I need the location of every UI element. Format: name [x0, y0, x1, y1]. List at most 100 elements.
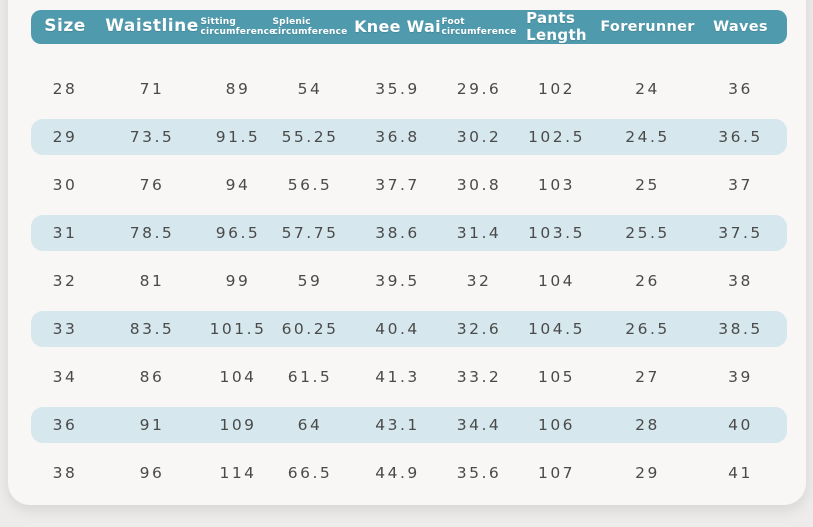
cell-pants-length: 105	[537, 368, 576, 386]
column-header-foot-circumference: Foot circumference	[442, 10, 517, 45]
table-body: 28 71 89 54 35.9 29.6 102 24 36 29 73.5 91.5 55.25 36…	[31, 65, 787, 497]
cell-waistline: 83.5	[129, 320, 175, 338]
table-row: 34 86 104 61.5 41.3 33.2 105 27 39	[31, 353, 787, 401]
cell-waves: 38	[728, 272, 753, 290]
cell-waves: 41	[728, 464, 753, 482]
cell-splenic-circumference: 56.5	[287, 176, 333, 194]
cell-foot-circumference: 32.6	[456, 320, 502, 338]
column-header-waves: Waves	[694, 10, 787, 45]
column-header-label: Forerunner	[600, 18, 695, 35]
cell-foot-circumference: 29.6	[456, 80, 502, 98]
cell-waistline: 73.5	[129, 128, 175, 146]
cell-knee-wai: 39.5	[375, 272, 420, 290]
column-header-label: Sitting circumference	[200, 16, 276, 38]
cell-splenic-circumference: 61.5	[287, 368, 333, 386]
cell-sitting-circumference: 99	[225, 272, 251, 290]
column-header-label: Foot circumference	[441, 16, 517, 38]
cell-foot-circumference: 35.6	[456, 464, 502, 482]
cell-forerunner: 26	[635, 272, 660, 290]
column-header-forerunner: Forerunner	[600, 10, 695, 45]
table-row: 30 76 94 56.5 37.7 30.8 103 25 37	[31, 161, 787, 209]
column-header-label: Waves	[713, 18, 768, 35]
cell-forerunner: 29	[635, 464, 660, 482]
cell-size: 38	[52, 464, 78, 482]
cell-waistline: 71	[139, 80, 165, 98]
column-header-waistline: Waistline	[99, 10, 205, 45]
cell-knee-wai: 38.6	[375, 224, 420, 242]
cell-forerunner: 25.5	[625, 224, 670, 242]
cell-foot-circumference: 32	[466, 272, 492, 290]
cell-sitting-circumference: 104	[219, 368, 257, 386]
cell-waistline: 76	[139, 176, 165, 194]
cell-forerunner: 25	[635, 176, 660, 194]
cell-sitting-circumference: 91.5	[215, 128, 261, 146]
cell-waistline: 78.5	[129, 224, 175, 242]
cell-sitting-circumference: 101.5	[209, 320, 267, 338]
cell-splenic-circumference: 55.25	[281, 128, 339, 146]
cell-knee-wai: 40.4	[375, 320, 420, 338]
table-row: 28 71 89 54 35.9 29.6 102 24 36	[31, 65, 787, 113]
cell-waistline: 91	[139, 416, 165, 434]
cell-pants-length: 107	[537, 464, 576, 482]
cell-forerunner: 27	[635, 368, 660, 386]
column-header-label: Knee Wai	[354, 17, 441, 37]
column-header-knee-wai: Knee Wai	[349, 10, 446, 45]
cell-forerunner: 24	[635, 80, 660, 98]
cell-splenic-circumference: 57.75	[281, 224, 339, 242]
cell-knee-wai: 36.8	[375, 128, 420, 146]
column-header-splenic-circumference: Splenic circumference	[271, 10, 349, 45]
cell-knee-wai: 37.7	[375, 176, 420, 194]
cell-splenic-circumference: 54	[297, 80, 323, 98]
column-header-size: Size	[31, 10, 99, 45]
column-header-label: Pants Length	[526, 9, 587, 45]
cell-knee-wai: 43.1	[375, 416, 420, 434]
cell-sitting-circumference: 94	[225, 176, 251, 194]
cell-pants-length: 103.5	[528, 224, 585, 242]
table-row: 31 78.5 96.5 57.75 38.6 31.4 103.5 25.5 37.5	[31, 215, 787, 251]
cell-size: 31	[52, 224, 78, 242]
cell-forerunner: 28	[635, 416, 660, 434]
table-row: 38 96 114 66.5 44.9 35.6 107 29 41	[31, 449, 787, 497]
size-chart-card: Size Waistline Sitting circumference Spleni…	[8, 0, 806, 505]
cell-foot-circumference: 34.4	[456, 416, 502, 434]
cell-pants-length: 106	[537, 416, 576, 434]
cell-foot-circumference: 33.2	[456, 368, 502, 386]
cell-waistline: 86	[139, 368, 165, 386]
cell-sitting-circumference: 109	[219, 416, 257, 434]
cell-waves: 37	[728, 176, 753, 194]
cell-size: 29	[52, 128, 78, 146]
cell-waistline: 81	[139, 272, 165, 290]
cell-splenic-circumference: 66.5	[287, 464, 333, 482]
cell-waves: 38.5	[718, 320, 763, 338]
cell-size: 34	[52, 368, 78, 386]
cell-sitting-circumference: 89	[225, 80, 251, 98]
cell-forerunner: 26.5	[625, 320, 670, 338]
cell-pants-length: 102	[537, 80, 576, 98]
cell-waves: 40	[728, 416, 753, 434]
table-row: 33 83.5 101.5 60.25 40.4 32.6 104.5 26.5 38.5	[31, 311, 787, 347]
cell-forerunner: 24.5	[625, 128, 670, 146]
table-row: 32 81 99 59 39.5 32 104 26 38	[31, 257, 787, 305]
cell-knee-wai: 44.9	[375, 464, 420, 482]
cell-foot-circumference: 31.4	[456, 224, 502, 242]
cell-size: 30	[52, 176, 78, 194]
table-row: 29 73.5 91.5 55.25 36.8 30.2 102.5 24.5 36.5	[31, 119, 787, 155]
cell-waves: 36.5	[718, 128, 763, 146]
column-header-label: Size	[44, 16, 86, 37]
cell-knee-wai: 41.3	[375, 368, 420, 386]
cell-waves: 39	[728, 368, 753, 386]
cell-foot-circumference: 30.2	[456, 128, 502, 146]
cell-size: 32	[52, 272, 78, 290]
column-header-label: Waistline	[105, 16, 199, 37]
cell-waves: 37.5	[718, 224, 763, 242]
cell-splenic-circumference: 59	[297, 272, 323, 290]
cell-pants-length: 104.5	[528, 320, 585, 338]
table-row: 36 91 109 64 43.1 34.4 106 28 40	[31, 407, 787, 443]
column-header-label: Splenic circumference	[272, 16, 348, 38]
cell-size: 33	[52, 320, 78, 338]
cell-waves: 36	[728, 80, 753, 98]
cell-pants-length: 102.5	[528, 128, 585, 146]
cell-knee-wai: 35.9	[375, 80, 420, 98]
table-header: Size Waistline Sitting circumference Spleni…	[31, 9, 787, 45]
